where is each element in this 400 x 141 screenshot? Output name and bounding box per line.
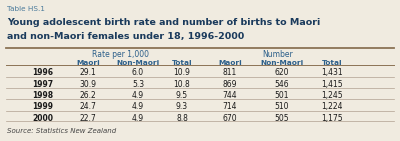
Text: 6.0: 6.0	[132, 68, 144, 77]
Text: 26.2: 26.2	[80, 91, 96, 100]
Text: 1997: 1997	[32, 80, 53, 89]
Text: 1998: 1998	[32, 91, 53, 100]
Text: 29.1: 29.1	[80, 68, 96, 77]
Text: Maori: Maori	[76, 60, 100, 66]
Text: 5.3: 5.3	[132, 80, 144, 89]
Text: Number: Number	[263, 50, 293, 59]
Text: 501: 501	[275, 91, 289, 100]
Text: Rate per 1,000: Rate per 1,000	[92, 50, 148, 59]
Text: 546: 546	[275, 80, 289, 89]
Text: Young adolescent birth rate and number of births to Maori: Young adolescent birth rate and number o…	[7, 18, 320, 27]
Text: 9.5: 9.5	[176, 91, 188, 100]
Text: 1,175: 1,175	[321, 114, 343, 123]
Text: 811: 811	[223, 68, 237, 77]
Text: 1996: 1996	[32, 68, 53, 77]
Text: Source: Statistics New Zealand: Source: Statistics New Zealand	[7, 128, 116, 134]
Text: 510: 510	[275, 102, 289, 111]
Text: 869: 869	[223, 80, 237, 89]
Text: 1,431: 1,431	[321, 68, 343, 77]
Text: Non-Maori: Non-Maori	[116, 60, 160, 66]
Text: 505: 505	[275, 114, 289, 123]
Text: 4.9: 4.9	[132, 102, 144, 111]
Text: 24.7: 24.7	[80, 102, 96, 111]
Text: 10.8: 10.8	[174, 80, 190, 89]
Text: 2000: 2000	[32, 114, 53, 123]
Text: 1,224: 1,224	[321, 102, 343, 111]
Text: 620: 620	[275, 68, 289, 77]
Text: 1,415: 1,415	[321, 80, 343, 89]
Text: Total: Total	[172, 60, 192, 66]
Text: 714: 714	[223, 102, 237, 111]
Text: 4.9: 4.9	[132, 91, 144, 100]
Text: 4.9: 4.9	[132, 114, 144, 123]
Text: and non-Maori females under 18, 1996-2000: and non-Maori females under 18, 1996-200…	[7, 32, 244, 41]
Text: 30.9: 30.9	[80, 80, 96, 89]
Text: 1999: 1999	[32, 102, 53, 111]
Text: Table HS.1: Table HS.1	[7, 6, 45, 12]
Text: Non-Maori: Non-Maori	[260, 60, 304, 66]
Text: Maori: Maori	[218, 60, 242, 66]
Text: 1,245: 1,245	[321, 91, 343, 100]
Text: 22.7: 22.7	[80, 114, 96, 123]
Text: Total: Total	[322, 60, 342, 66]
Text: 744: 744	[223, 91, 237, 100]
Text: 8.8: 8.8	[176, 114, 188, 123]
Text: 9.3: 9.3	[176, 102, 188, 111]
Text: 670: 670	[223, 114, 237, 123]
Text: 10.9: 10.9	[174, 68, 190, 77]
